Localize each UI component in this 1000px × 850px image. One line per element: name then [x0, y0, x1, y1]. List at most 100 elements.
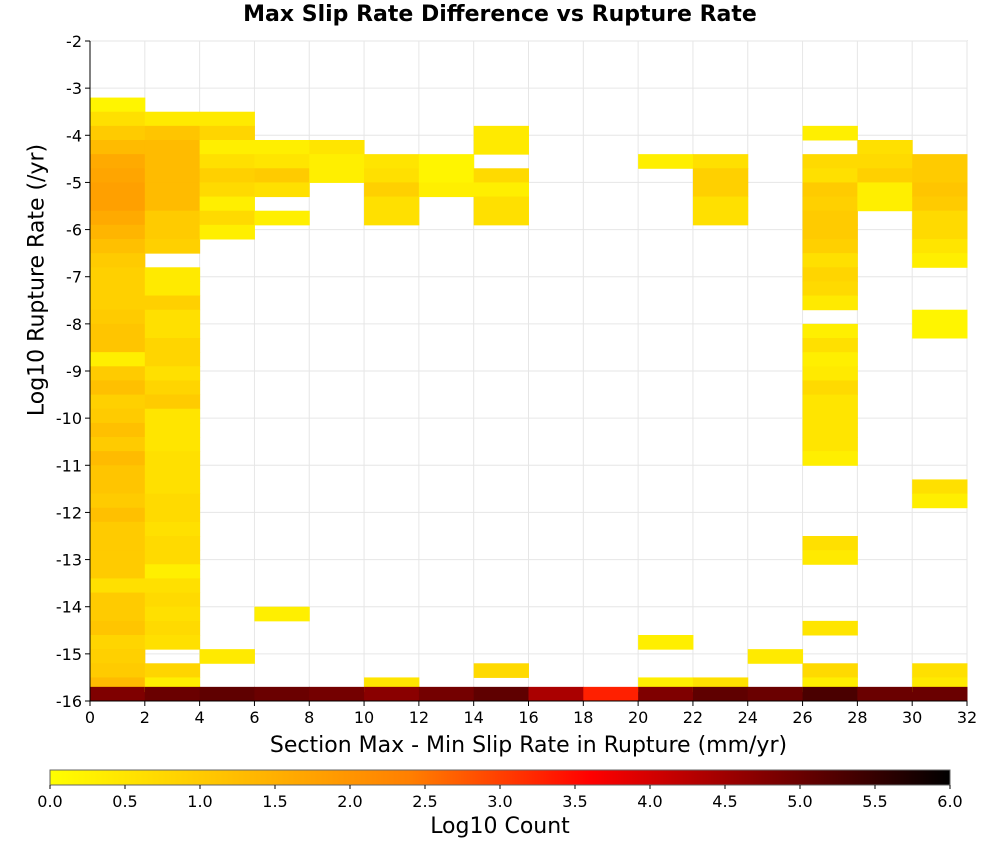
- heatmap-cell: [364, 182, 420, 198]
- y-tick-label: -11: [56, 456, 82, 475]
- heatmap-cell: [857, 182, 913, 198]
- heatmap-cell: [912, 309, 968, 325]
- heatmap-cell: [802, 253, 858, 268]
- heatmap-cell: [90, 620, 146, 636]
- heatmap-cell: [144, 338, 201, 353]
- heatmap-cell: [90, 521, 146, 537]
- heatmap-cell: [802, 352, 858, 367]
- heatmap-cell: [254, 154, 310, 169]
- y-tick-label: -3: [66, 79, 82, 98]
- heatmap-cell: [144, 281, 201, 297]
- heatmap-cell: [199, 168, 255, 183]
- colorbar-tick-label: 3.0: [487, 792, 512, 811]
- heatmap-cell: [254, 686, 310, 702]
- heatmap-cell: [254, 606, 310, 622]
- heatmap-cell: [254, 182, 310, 198]
- heatmap-cell: [528, 686, 584, 702]
- heatmap-cell: [90, 686, 146, 702]
- heatmap-cell: [90, 649, 146, 664]
- heatmap-cell: [144, 196, 201, 212]
- colorbar-tick-label: 6.0: [937, 792, 962, 811]
- heatmap-cell: [90, 281, 146, 297]
- heatmap-cell: [144, 394, 201, 410]
- heatmap-cell: [473, 663, 529, 678]
- heatmap-cell: [199, 224, 255, 240]
- heatmap-cell: [309, 168, 365, 183]
- heatmap-cell: [144, 479, 201, 495]
- heatmap-cell: [638, 635, 694, 650]
- heatmap-cell: [90, 295, 146, 311]
- heatmap-cell: [144, 309, 201, 325]
- heatmap-cell: [90, 224, 146, 240]
- heatmap-cell: [90, 465, 146, 480]
- heatmap-cell: [802, 295, 858, 311]
- heatmap-cell: [144, 323, 201, 339]
- heatmap-cell: [802, 154, 858, 169]
- x-tick-label: 6: [249, 708, 259, 727]
- heatmap-cell: [144, 182, 201, 198]
- heatmap-cell: [802, 125, 858, 141]
- heatmap-cell: [473, 168, 529, 183]
- heatmap-cell: [90, 592, 146, 608]
- colorbar-tick-label: 1.0: [187, 792, 212, 811]
- colorbar-tick-label: 0.0: [37, 792, 62, 811]
- heatmap-cell: [802, 408, 858, 424]
- colorbar-label: Log10 Count: [430, 814, 570, 839]
- heatmap-cell: [309, 140, 365, 155]
- heatmap-cell: [747, 649, 804, 664]
- heatmap-cell: [144, 451, 201, 466]
- heatmap-cell: [144, 380, 201, 396]
- heatmap-cell: [90, 564, 146, 579]
- heatmap-cell: [144, 663, 201, 678]
- heatmap-cell: [90, 210, 146, 226]
- x-tick-label: 24: [738, 708, 758, 727]
- heatmap-cell: [90, 196, 146, 212]
- colorbar-gradient: [49, 769, 951, 786]
- heatmap-cell: [473, 196, 529, 212]
- heatmap-cell: [90, 606, 146, 622]
- heatmap-cell: [692, 196, 749, 212]
- heatmap-cell: [802, 267, 858, 282]
- heatmap-cell: [802, 536, 858, 551]
- y-tick-label: -10: [56, 409, 82, 428]
- heatmap-cell: [90, 635, 146, 650]
- heatmap-cell: [309, 686, 365, 702]
- heatmap-cell: [144, 239, 201, 254]
- y-tick-label: -5: [66, 173, 82, 192]
- heatmap-cell: [90, 437, 146, 452]
- heatmap-cell: [90, 550, 146, 565]
- y-tick-label: -9: [66, 362, 82, 381]
- heatmap-cell: [144, 125, 201, 141]
- colorbar-tick-label: 0.5: [112, 792, 137, 811]
- x-tick-label: 28: [847, 708, 867, 727]
- x-tick-label: 8: [304, 708, 314, 727]
- heatmap-cell: [144, 154, 201, 169]
- colorbar-tick-label: 5.0: [787, 792, 812, 811]
- heatmap-cell: [144, 620, 201, 636]
- heatmap-cell: [692, 686, 749, 702]
- heatmap-cell: [692, 182, 749, 198]
- heatmap-cell: [90, 536, 146, 551]
- y-tick-label: -2: [66, 32, 82, 51]
- heatmap-cell: [418, 182, 475, 198]
- heatmap-cell: [199, 210, 255, 226]
- heatmap-cell: [199, 111, 255, 127]
- heatmap-cell: [144, 111, 201, 127]
- colorbar-tick-label: 1.5: [262, 792, 287, 811]
- heatmap-cell: [144, 267, 201, 282]
- heatmap-cell: [90, 239, 146, 254]
- heatmap-cell: [364, 686, 420, 702]
- heatmap-cell: [802, 380, 858, 396]
- heatmap-cell: [912, 182, 968, 198]
- heatmap-cell: [912, 479, 968, 495]
- heatmap-cell: [254, 140, 310, 155]
- y-tick-label: -12: [56, 503, 82, 522]
- heatmap-cell: [638, 154, 694, 169]
- heatmap-cell: [418, 168, 475, 183]
- heatmap-cell: [144, 507, 201, 523]
- heatmap-cell: [144, 224, 201, 240]
- heatmap-cell: [692, 154, 749, 169]
- heatmap-cell: [199, 182, 255, 198]
- heatmap-cell: [199, 154, 255, 169]
- heatmap-cell: [144, 578, 201, 594]
